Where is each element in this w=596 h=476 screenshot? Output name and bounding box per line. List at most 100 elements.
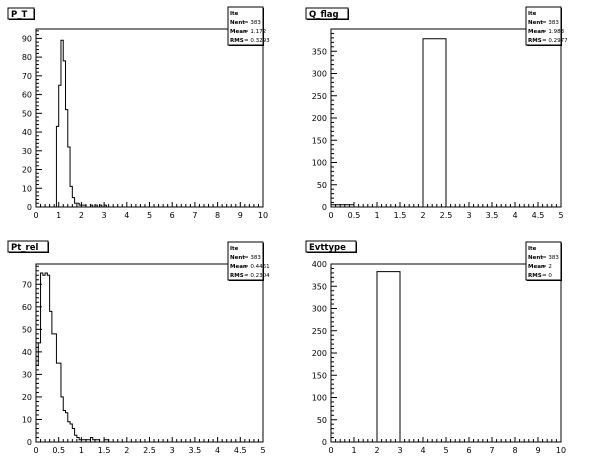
stats-label: RMS (528, 38, 542, 44)
histogram-pad-0: 0 1 2 3 4 5 6 7 8 9 10 0 10 20 30 40 50 60 70 80 90 P_T Ite Nen… (7, 6, 270, 220)
stats-label: Mean (528, 264, 545, 270)
stats-value: = 0.2977 (542, 38, 568, 44)
y-tick-label: 40 (22, 348, 32, 357)
x-tick-label: 2 (79, 211, 84, 220)
x-tick-label: 9 (238, 211, 243, 220)
x-tick-label: 10 (556, 446, 566, 455)
x-tick-label: 1 (374, 211, 379, 220)
y-tick-label: 0 (27, 438, 32, 447)
x-tick-label: 0 (33, 446, 38, 455)
y-tick-label: 60 (22, 303, 32, 312)
stats-box (525, 6, 562, 46)
x-tick-label: 3 (466, 211, 471, 220)
x-tick-label: 2.5 (440, 211, 453, 220)
x-tick-label: 7 (489, 446, 494, 455)
stats-box (525, 241, 562, 281)
x-tick-label: 6 (170, 211, 175, 220)
y-tick-label: 150 (312, 371, 327, 380)
histogram-bars (35, 272, 263, 443)
stats-label: Nent (528, 20, 543, 26)
histogram-bars (36, 39, 107, 208)
histogram-pad-2: 0 0.5 1 1.5 2 2.5 3 3.5 4 4.5 5010203040506070Pt_r… (7, 240, 270, 455)
y-tick-label: 30 (22, 370, 32, 379)
histogram-bars (330, 38, 561, 208)
stats-value: = 0.4461 (244, 264, 270, 270)
x-tick-label: 0.5 (348, 211, 361, 220)
stats-value: = 383 (542, 20, 559, 26)
x-tick-label: 1 (79, 446, 84, 455)
x-tick-label: 2 (420, 211, 425, 220)
x-tick-label: 10 (258, 211, 268, 220)
stats-value: = 383 (244, 20, 261, 26)
histogram-pad-3: 0 1 2 3 4 5 6 7 8 9 10050100150200250300350400Evtt… (305, 240, 566, 455)
y-tick-label: 10 (22, 415, 32, 424)
y-tick-label: 0 (322, 203, 327, 212)
x-tick-label: 0 (33, 211, 38, 220)
y-tick-label: 100 (312, 394, 327, 403)
title-box (305, 7, 349, 20)
x-tick-label: 2 (124, 446, 129, 455)
histogram-pad-1: 0 0.5 1 1.5 2 2.5 3 3.5 4 4.5 50501001502002503003… (305, 6, 568, 220)
stats-label: Ite (528, 11, 537, 17)
stats-value: = 0.2304 (244, 273, 270, 279)
y-tick-label: 350 (312, 47, 327, 56)
x-tick-label: 2 (374, 446, 379, 455)
stats-label: RMS (528, 273, 542, 279)
y-tick-label: 150 (312, 136, 327, 145)
x-tick-label: 3.5 (486, 211, 499, 220)
y-tick-label: 300 (312, 70, 327, 79)
y-tick-label: 0 (27, 203, 32, 212)
stats-value: = 383 (244, 255, 261, 261)
stats-label: RMS (230, 38, 244, 44)
stats-value: = 1.172 (244, 29, 266, 35)
y-tick-label: 300 (312, 305, 327, 314)
x-tick-label: 0.5 (52, 446, 65, 455)
y-tick-label: 70 (22, 72, 32, 81)
plot-frame (330, 263, 562, 443)
x-tick-label: 9 (535, 446, 540, 455)
stats-label: Ite (528, 246, 537, 252)
stats-value: = 1.983 (542, 29, 565, 35)
x-tick-label: 8 (215, 211, 220, 220)
y-tick-label: 50 (317, 416, 327, 425)
stats-label: Mean (230, 29, 247, 35)
y-tick-label: 200 (312, 349, 327, 358)
x-tick-label: 1 (351, 446, 356, 455)
x-tick-label: 1 (56, 211, 61, 220)
y-tick-label: 20 (22, 393, 32, 402)
title-box (7, 7, 35, 20)
stats-label: Mean (230, 264, 247, 270)
y-tick-label: 250 (312, 92, 327, 101)
x-tick-label: 3 (397, 446, 402, 455)
histogram-bars (331, 271, 561, 443)
y-tick-label: 100 (312, 159, 327, 168)
y-tick-label: 50 (22, 325, 32, 334)
y-tick-label: 90 (22, 34, 32, 43)
y-tick-label: 400 (312, 260, 327, 269)
stats-label: Nent (230, 255, 245, 261)
y-tick-label: 50 (317, 181, 327, 190)
y-tick-label: 60 (22, 91, 32, 100)
stats-value: = 383 (542, 255, 559, 261)
histogram-title: Evttype (309, 243, 346, 253)
histogram-title: P_T (11, 10, 27, 20)
stats-box (227, 241, 264, 281)
x-tick-label: 4.5 (234, 446, 247, 455)
y-tick-label: 350 (312, 282, 327, 291)
x-tick-label: 5 (558, 211, 563, 220)
stats-label: Ite (230, 11, 239, 17)
x-tick-label: 4 (215, 446, 220, 455)
y-tick-label: 50 (22, 109, 32, 118)
y-tick-label: 0 (322, 438, 327, 447)
x-tick-label: 0 (328, 211, 333, 220)
x-tick-label: 3 (170, 446, 175, 455)
x-tick-label: 3 (102, 211, 107, 220)
histogram-title: Q_flag (309, 10, 339, 20)
x-tick-label: 5 (260, 446, 265, 455)
x-tick-label: 6 (466, 446, 471, 455)
x-tick-label: 7 (192, 211, 197, 220)
title-box (305, 240, 357, 253)
x-tick-label: 1.5 (98, 446, 111, 455)
